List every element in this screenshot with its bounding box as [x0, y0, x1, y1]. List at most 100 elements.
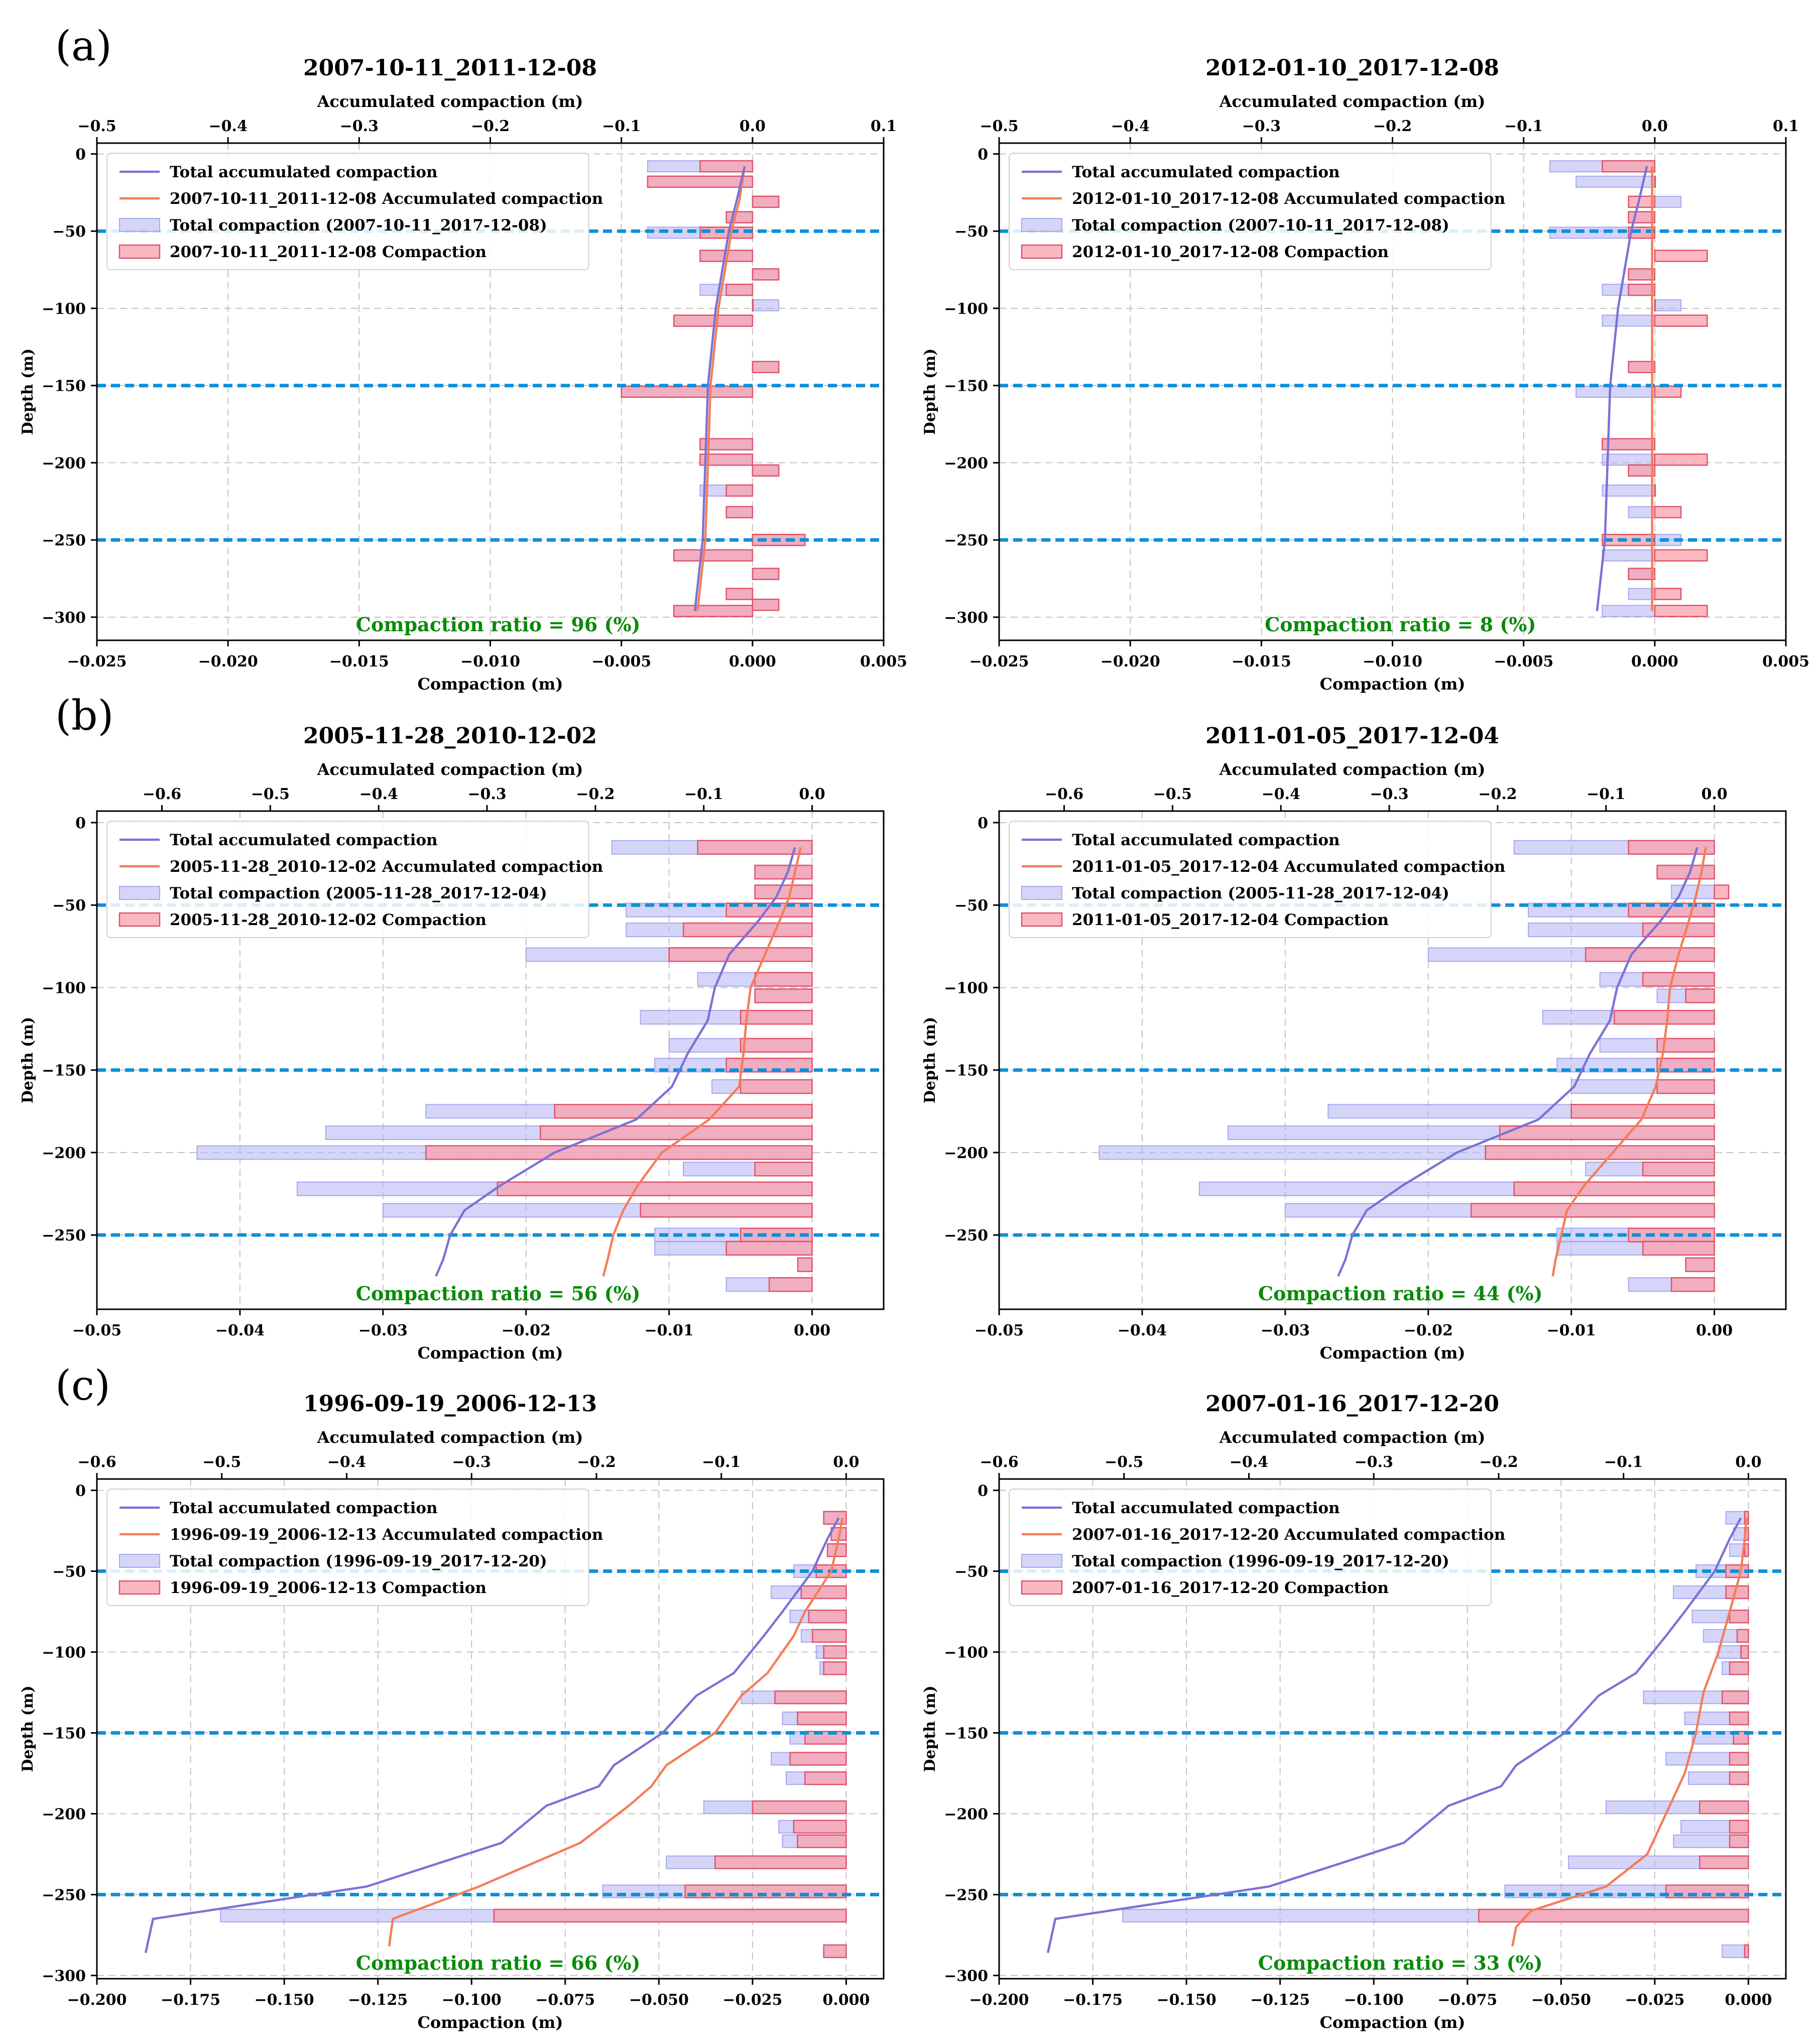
- chart-title: 2007-10-11_2011-12-08: [303, 55, 597, 81]
- period-compaction-bar: [1628, 283, 1656, 296]
- period-compaction-bar: [1585, 947, 1715, 962]
- period-compaction-bar: [1613, 1009, 1715, 1025]
- period-compaction-bar: [725, 506, 754, 519]
- y-tick-label: −200: [42, 1806, 86, 1824]
- x2-axis-label: Accumulated compaction (m): [1219, 1428, 1486, 1447]
- x-tick-label: −0.005: [591, 653, 651, 670]
- x-tick-label: −0.025: [1625, 1991, 1684, 2009]
- period-compaction-bar: [1628, 567, 1656, 581]
- chart-5: −0.200 −0.175 −0.150 −0.125 −0.100 −0.075 −0.0…: [19, 1391, 885, 2032]
- x-tick-label: −0.025: [722, 1991, 782, 2009]
- x-tick-label: −0.005: [1494, 653, 1553, 670]
- y-tick-label: 0: [978, 815, 988, 832]
- y-tick-label: −100: [944, 979, 988, 997]
- legend-entry: 2005-11-28_2010-12-02 Accumulated compac…: [170, 858, 603, 876]
- x-tick-label: 0.00: [794, 1322, 830, 1339]
- y-axis-label: Depth (m): [921, 1017, 939, 1103]
- y-tick-label: −200: [42, 1145, 86, 1162]
- x2-tick-label: −0.1: [1587, 785, 1625, 803]
- legend-entry: 1996-09-19_2006-12-13 Accumulated compac…: [170, 1526, 603, 1544]
- period-compaction-bar: [1654, 385, 1682, 398]
- x-tick-label: −0.05: [72, 1322, 122, 1339]
- x2-axis-label: Accumulated compaction (m): [317, 1428, 583, 1447]
- period-compaction-bar: [752, 1800, 847, 1814]
- x-tick-label: −0.200: [67, 1991, 127, 2009]
- x-tick-label: −0.04: [1118, 1322, 1167, 1339]
- x-axis-label: Compaction (m): [1319, 2013, 1465, 2032]
- legend-entry: Total accumulated compaction: [1072, 831, 1340, 849]
- period-compaction-bar: [554, 1104, 813, 1119]
- x2-tick-label: −0.4: [327, 1453, 366, 1471]
- period-compaction-bar: [647, 175, 754, 188]
- legend-box: [1009, 153, 1492, 270]
- panel-label-c: (c): [55, 1362, 110, 1410]
- x2-tick-label: −0.1: [602, 118, 641, 135]
- chart-title: 2011-01-05_2017-12-04: [1205, 723, 1499, 749]
- period-compaction-bar: [797, 1257, 813, 1273]
- x2-axis-label: Accumulated compaction (m): [1219, 760, 1486, 779]
- total-accumulated-line: [693, 166, 746, 611]
- period-compaction-bar: [668, 947, 813, 962]
- x-tick-label: −0.015: [329, 653, 389, 670]
- y-tick-label: −50: [52, 223, 86, 241]
- y-tick-label: −150: [944, 1062, 988, 1080]
- x2-tick-label: −0.4: [1230, 1453, 1268, 1471]
- x-tick-label: −0.075: [535, 1991, 595, 2009]
- period-compaction-bar: [768, 1277, 813, 1292]
- x2-axis-label: Accumulated compaction (m): [317, 92, 583, 111]
- x-tick-label: −0.03: [358, 1322, 408, 1339]
- period-compaction-bar: [1729, 1609, 1749, 1624]
- period-compaction-bar: [1485, 1145, 1715, 1160]
- total-compaction-bar: [1602, 549, 1655, 561]
- x-tick-label: −0.100: [1344, 1991, 1404, 2009]
- period-compaction-bar: [673, 549, 754, 562]
- period-compaction-bar: [1729, 1661, 1749, 1675]
- x-axis-label: Compaction (m): [1319, 674, 1465, 694]
- x2-tick-label: −0.6: [77, 1453, 116, 1471]
- legend-entry: 1996-09-19_2006-12-13 Compaction: [170, 1579, 487, 1597]
- y-tick-label: −150: [42, 1062, 86, 1080]
- x-tick-label: −0.05: [975, 1322, 1024, 1339]
- x-tick-label: 0.000: [1631, 653, 1678, 670]
- period-compaction-bar: [682, 922, 813, 938]
- legend-entry: Total accumulated compaction: [1072, 163, 1340, 181]
- period-compaction-bar: [740, 1009, 813, 1025]
- period-compaction-bar: [811, 1629, 847, 1643]
- period-compaction-bar: [1744, 1543, 1749, 1557]
- x-axis-label: Compaction (m): [417, 1343, 563, 1362]
- x2-axis-label: Accumulated compaction (m): [1219, 92, 1486, 111]
- period-compaction-bar: [699, 438, 754, 450]
- x-tick-label: −0.04: [215, 1322, 265, 1339]
- period-accumulated-line: [602, 847, 802, 1277]
- x-tick-label: −0.020: [1101, 653, 1160, 670]
- period-compaction-bar: [1628, 840, 1715, 855]
- legend-swatch-total-bar: [1021, 218, 1062, 232]
- y-tick-label: −50: [954, 1563, 988, 1581]
- plot-frame: [998, 810, 1787, 1310]
- x2-tick-label: 0.0: [1701, 785, 1727, 803]
- legend-entry: 2011-01-05_2017-12-04 Accumulated compac…: [1072, 858, 1505, 876]
- period-compaction-bar: [797, 1834, 847, 1849]
- legend-entry: 2012-01-10_2017-12-08 Compaction: [1072, 243, 1389, 261]
- compaction-ratio-label: Compaction ratio = 44 (%): [1258, 1282, 1543, 1305]
- x-tick-label: −0.100: [442, 1991, 502, 2009]
- legend-swatch-total-bar: [119, 218, 160, 232]
- x2-tick-label: −0.3: [1355, 1453, 1393, 1471]
- x-tick-label: −0.03: [1261, 1322, 1310, 1339]
- legend-entry: Total compaction (1996-09-19_2017-12-20): [170, 1552, 547, 1570]
- chart-4: −0.05 −0.04 −0.03 −0.02 −0.01 0.00Compaction …: [921, 723, 1787, 1362]
- chart-6: −0.200 −0.175 −0.150 −0.125 −0.100 −0.075 −0.0…: [921, 1391, 1787, 2032]
- legend-box: [1009, 1489, 1492, 1606]
- x2-tick-label: −0.1: [1604, 1453, 1643, 1471]
- compaction-ratio-label: Compaction ratio = 8 (%): [1265, 613, 1536, 636]
- period-compaction-bar: [673, 605, 754, 617]
- period-compaction-bar: [804, 1771, 847, 1785]
- period-compaction-bar: [621, 385, 754, 398]
- x-tick-label: −0.010: [460, 653, 520, 670]
- y-tick-label: −100: [42, 300, 86, 318]
- legend-entry: Total compaction (2005-11-28_2017-12-04): [1072, 884, 1449, 902]
- legend-swatch-period-bar: [118, 1580, 161, 1595]
- period-compaction-bar: [752, 599, 780, 611]
- x-tick-label: −0.015: [1232, 653, 1291, 670]
